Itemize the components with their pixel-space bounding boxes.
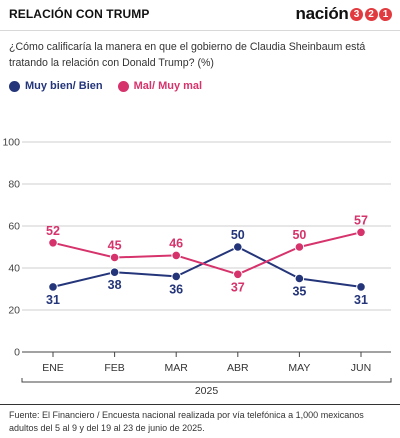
y-tick-label: 100: [2, 137, 20, 149]
brand-digit-2: 2: [364, 7, 378, 21]
footer-divider: [0, 404, 400, 405]
data-label-negative: 50: [292, 228, 306, 242]
x-tick-label: MAR: [165, 362, 189, 374]
line-chart: 0 20 40 60 80 100 ENE FEB MAR ABR MAY JUN 2025 31 38 36…: [2, 137, 392, 397]
chart-legend: Muy bien/ Bien Mal/ Muy mal: [9, 78, 217, 94]
y-tick-label: 40: [8, 263, 20, 275]
x-tick-label: ENE: [42, 362, 64, 374]
data-label-positive: 31: [354, 293, 368, 307]
y-tick-label: 80: [8, 179, 20, 191]
y-tick-label: 60: [8, 221, 20, 233]
year-label: 2025: [195, 385, 219, 397]
legend-label-negative: Mal/ Muy mal: [133, 80, 203, 92]
x-tick-label: FEB: [104, 362, 124, 374]
legend-dot-positive: [9, 80, 20, 92]
legend-label-positive: Muy bien/ Bien: [25, 80, 103, 92]
brand-logo: nación 3 2 1: [295, 3, 392, 25]
data-point-positive: [48, 282, 58, 292]
data-label-positive: 38: [108, 278, 122, 292]
data-point-negative: [356, 227, 366, 238]
brand-wordmark: nación: [295, 4, 349, 23]
data-label-positive: 36: [169, 282, 183, 296]
source-note: Fuente: El Financiero / Encuesta naciona…: [9, 410, 364, 433]
data-point-negative: [233, 269, 243, 280]
x-tick-label: ABR: [227, 362, 249, 374]
legend-item-positive: Muy bien/ Bien: [9, 80, 103, 92]
data-point-negative: [171, 250, 181, 261]
data-point-positive: [109, 267, 120, 278]
data-point-positive: [294, 273, 305, 284]
data-point-negative: [109, 252, 120, 263]
x-tick-label: JUN: [351, 362, 371, 374]
header-bar: RELACIÓN CON TRUMP nación 3 2 1: [0, 0, 400, 31]
legend-item-negative: Mal/ Muy mal: [117, 80, 203, 92]
data-label-negative: 57: [354, 213, 368, 227]
y-tick-label: 0: [14, 347, 20, 359]
data-label-positive: 35: [292, 285, 306, 299]
data-point-positive: [356, 282, 366, 292]
data-label-negative: 52: [46, 224, 60, 238]
series-line-negative: [52, 231, 362, 276]
data-label-positive: 50: [231, 228, 245, 242]
x-tick-label: MAY: [288, 362, 310, 374]
series-line-positive: [52, 246, 362, 288]
data-point-positive: [233, 242, 243, 252]
data-label-positive: 31: [46, 293, 60, 307]
brand-digit-3: 1: [379, 7, 392, 21]
legend-dot-negative: [117, 80, 129, 92]
y-tick-label: 20: [8, 305, 20, 317]
data-label-negative: 46: [169, 236, 183, 250]
data-point-negative: [294, 242, 305, 252]
data-point-negative: [48, 238, 58, 248]
data-label-negative: 45: [108, 239, 122, 253]
brand-digit-1: 3: [350, 7, 363, 21]
page-title: RELACIÓN CON TRUMP: [9, 7, 150, 21]
data-point-positive: [171, 271, 181, 282]
year-bracket: [21, 378, 392, 383]
data-label-negative: 37: [231, 280, 245, 294]
chart-question: ¿Cómo calificaría la manera en que el go…: [9, 41, 366, 69]
